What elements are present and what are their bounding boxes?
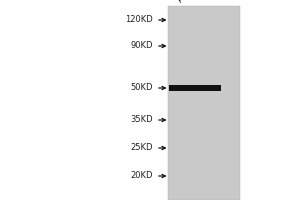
Text: 20KD: 20KD <box>130 171 153 180</box>
Text: 35KD: 35KD <box>130 116 153 124</box>
Text: A549: A549 <box>176 0 200 4</box>
Text: 120KD: 120KD <box>125 16 153 24</box>
Text: 25KD: 25KD <box>130 144 153 152</box>
Text: 90KD: 90KD <box>130 42 153 50</box>
Bar <box>169 85 220 91</box>
Bar <box>168 6 240 200</box>
Text: 50KD: 50KD <box>130 84 153 92</box>
